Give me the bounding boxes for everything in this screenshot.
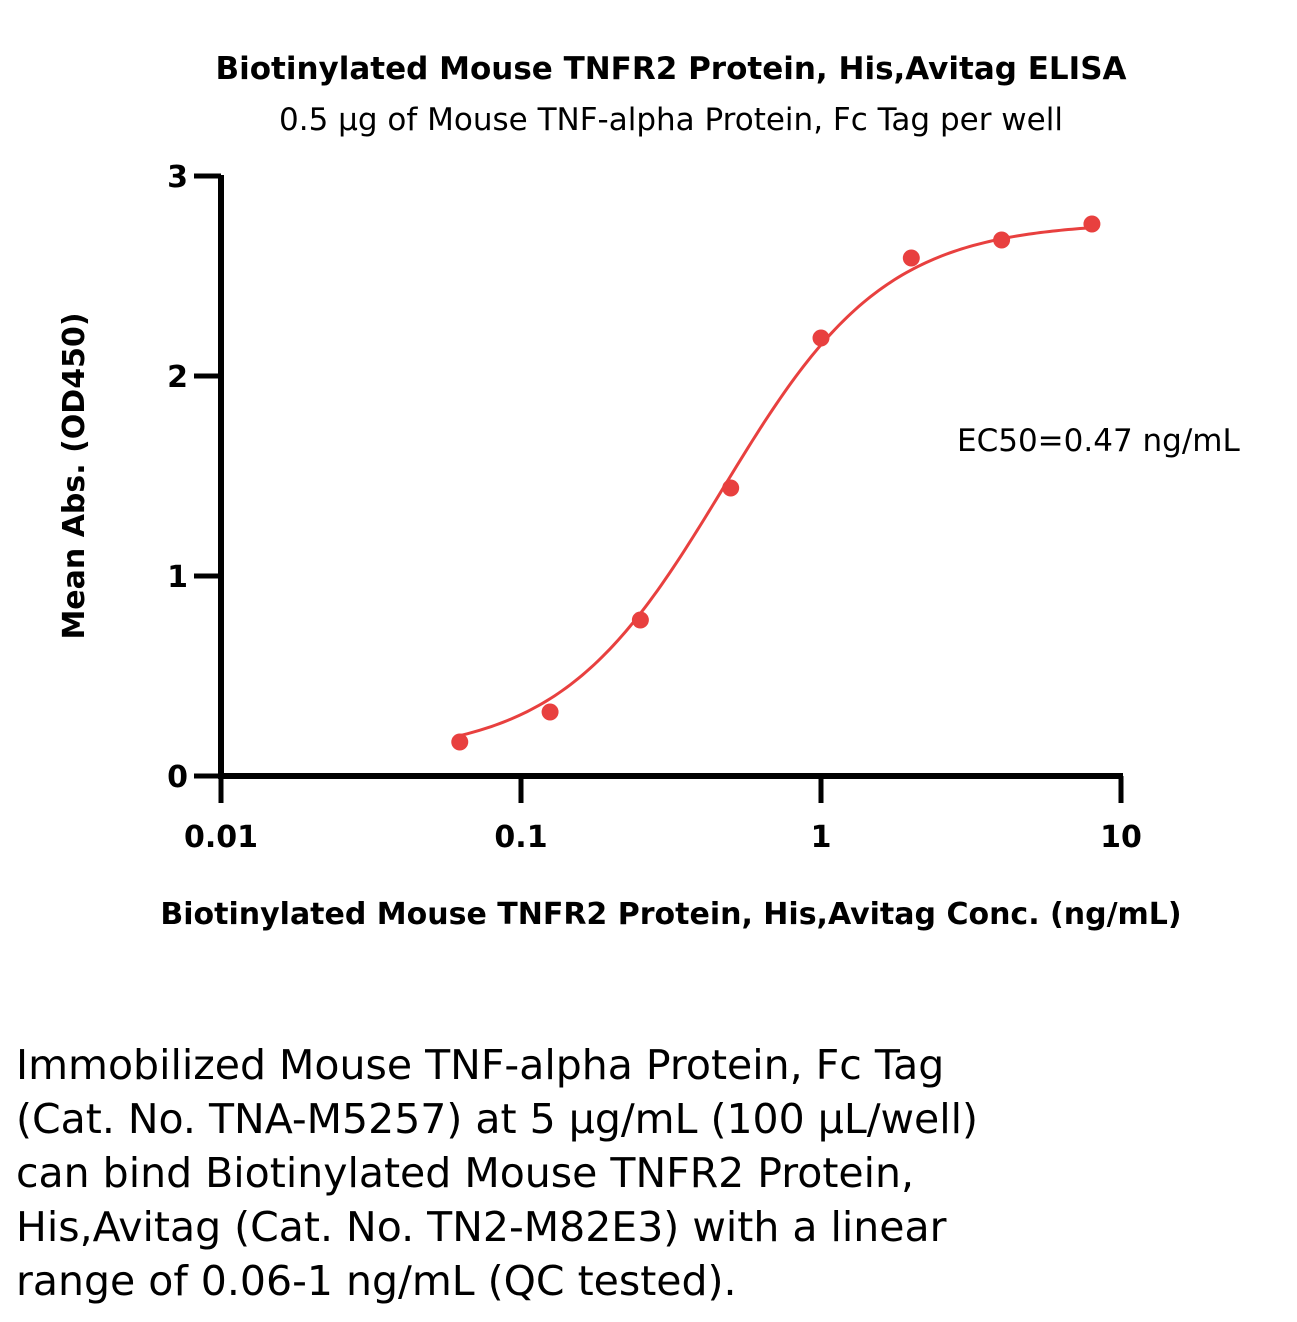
data-point: [722, 479, 740, 497]
data-point: [812, 329, 830, 347]
caption-line: His,Avitag (Cat. No. TN2-M82E3) with a l…: [16, 1203, 947, 1251]
ec50-annotation: EC50=0.47 ng/mL: [957, 423, 1240, 459]
caption-line: Immobilized Mouse TNF-alpha Protein, Fc …: [16, 1041, 945, 1089]
y-tick-label: 3: [167, 160, 188, 195]
caption-line: range of 0.06-1 ng/mL (QC tested).: [16, 1257, 737, 1305]
x-tick-label: 1: [811, 820, 832, 855]
x-axis-label: Biotinylated Mouse TNFR2 Protein, His,Av…: [160, 897, 1181, 932]
data-points: [451, 215, 1101, 751]
x-tick-label: 10: [1100, 820, 1142, 855]
caption-line: (Cat. No. TNA-M5257) at 5 μg/mL (100 μL/…: [16, 1095, 979, 1143]
y-tick-label: 2: [167, 360, 188, 395]
elisa-chart: Biotinylated Mouse TNFR2 Protein, His,Av…: [57, 51, 1240, 932]
chart-subtitle: 0.5 μg of Mouse TNF-alpha Protein, Fc Ta…: [279, 102, 1063, 138]
data-point: [631, 611, 649, 629]
data-point: [541, 703, 559, 721]
y-axis-label: Mean Abs. (OD450): [57, 312, 92, 639]
data-point: [451, 733, 469, 751]
x-axis: 0.01 0.1 1 10: [184, 773, 1142, 855]
data-point: [902, 249, 920, 267]
data-point: [993, 231, 1011, 249]
x-tick-label: 0.1: [494, 820, 547, 855]
chart-title: Biotinylated Mouse TNFR2 Protein, His,Av…: [215, 51, 1126, 87]
fit-curve: [459, 226, 1093, 738]
caption: Immobilized Mouse TNF-alpha Protein, Fc …: [16, 1038, 1286, 1308]
caption-line: can bind Biotinylated Mouse TNFR2 Protei…: [16, 1149, 915, 1197]
y-axis: 0 1 2 3: [167, 160, 224, 795]
x-tick-label: 0.01: [184, 820, 258, 855]
data-point: [1083, 215, 1101, 233]
y-tick-label: 0: [167, 760, 188, 795]
y-tick-label: 1: [167, 560, 188, 595]
